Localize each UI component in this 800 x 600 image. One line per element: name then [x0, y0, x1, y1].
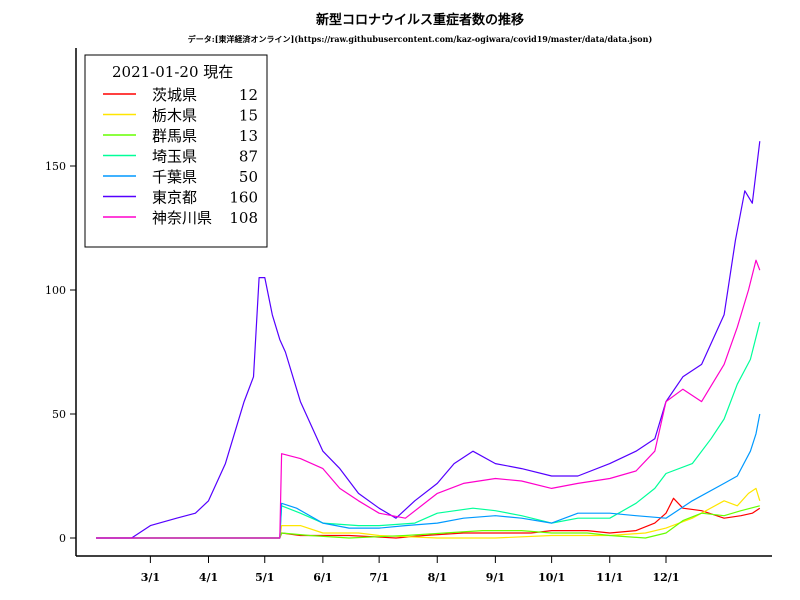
- legend-latest-value: 12: [239, 86, 258, 104]
- chart-title: 新型コロナウイルス重症者数の推移: [316, 12, 524, 28]
- x-tick-label: 12/1: [653, 571, 680, 584]
- series-line-3: [96, 322, 761, 539]
- legend-series-name: 栃木県: [152, 107, 197, 125]
- legend: 2021-01-20 現在 茨城県 12 栃木県 15 群馬県 13 埼玉県 87 千葉県 50 東…: [84, 54, 268, 248]
- legend-series-name: 群馬県: [152, 127, 197, 145]
- series-line-5: [96, 141, 761, 539]
- series-lines: [96, 141, 761, 539]
- series-line-6: [96, 259, 761, 539]
- legend-latest-value: 50: [239, 168, 258, 186]
- y-tick-label: 50: [52, 408, 66, 421]
- y-tick-label: 100: [45, 284, 66, 297]
- y-tick-label: 150: [45, 160, 66, 173]
- legend-latest-value: 160: [229, 189, 258, 207]
- series-line-4: [96, 413, 761, 539]
- x-tick-label: 4/1: [199, 571, 218, 584]
- legend-series-name: 千葉県: [152, 168, 197, 186]
- series-line-2: [96, 505, 760, 539]
- legend-items: 茨城県 12 栃木県 15 群馬県 13 埼玉県 87 千葉県 50 東京都 160 神奈川県 108: [103, 86, 258, 227]
- y-ticks: 0 50 100 150: [45, 160, 76, 545]
- x-ticks: 3/1 4/1 5/1 6/1 7/1 8/1 9/1 10/1 11/1 12/1: [141, 556, 680, 584]
- x-tick-label: 11/1: [596, 571, 623, 584]
- x-tick-label: 6/1: [313, 571, 332, 584]
- x-tick-label: 8/1: [428, 571, 447, 584]
- y-tick-label: 0: [59, 532, 66, 545]
- legend-box: [84, 54, 268, 248]
- legend-series-name: 茨城県: [152, 86, 197, 104]
- legend-series-name: 東京都: [152, 189, 197, 207]
- x-tick-label: 5/1: [255, 571, 274, 584]
- x-tick-label: 7/1: [369, 571, 388, 584]
- legend-latest-value: 13: [239, 127, 258, 145]
- legend-latest-value: 108: [229, 209, 258, 227]
- legend-series-name: 神奈川県: [152, 209, 212, 227]
- legend-latest-value: 15: [239, 107, 258, 125]
- legend-series-name: 埼玉県: [152, 148, 197, 166]
- series-line-1: [96, 487, 761, 539]
- series-line-0: [96, 497, 761, 539]
- chart-subtitle: データ:[東洋経済オンライン](https://raw.githubuserco…: [188, 34, 653, 44]
- legend-header: 2021-01-20 現在: [112, 63, 233, 81]
- legend-latest-value: 87: [239, 148, 258, 166]
- x-tick-label: 9/1: [486, 571, 505, 584]
- x-tick-label: 3/1: [141, 571, 160, 584]
- plot-area: 0 50 100 150 3/1 4/1 5/1 6/1 7/1 8/1 9/1 10/1 11/1 1…: [45, 48, 772, 584]
- x-tick-label: 10/1: [538, 571, 565, 584]
